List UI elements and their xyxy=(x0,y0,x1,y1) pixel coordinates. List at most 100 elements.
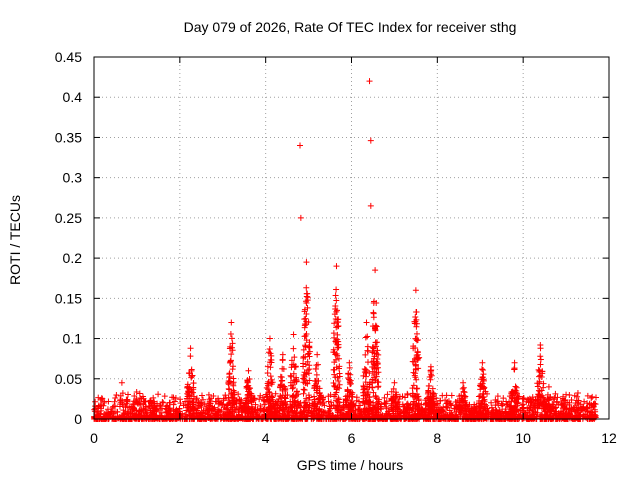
data-point xyxy=(267,364,274,371)
data-point xyxy=(433,406,440,413)
data-point xyxy=(335,378,342,385)
data-point xyxy=(104,412,111,419)
data-point xyxy=(504,411,511,418)
data-point xyxy=(301,387,308,394)
data-point xyxy=(228,319,235,326)
data-point xyxy=(303,284,310,291)
data-point xyxy=(314,351,321,358)
data-point xyxy=(358,409,365,416)
data-point xyxy=(412,366,419,373)
data-point xyxy=(264,407,271,414)
data-point xyxy=(436,408,443,415)
data-point xyxy=(98,407,105,414)
data-point xyxy=(475,409,482,416)
data-point xyxy=(574,389,581,396)
data-point xyxy=(547,394,554,401)
data-point xyxy=(592,401,599,408)
data-point xyxy=(226,399,233,406)
data-point xyxy=(372,362,379,369)
data-point xyxy=(115,415,122,422)
data-point xyxy=(412,345,419,352)
data-point xyxy=(268,357,275,364)
data-point xyxy=(306,344,313,351)
data-point xyxy=(300,360,307,367)
data-point xyxy=(513,398,520,405)
data-point xyxy=(531,414,538,421)
data-point xyxy=(332,315,339,322)
data-point xyxy=(304,380,311,387)
data-point xyxy=(336,365,343,372)
data-point xyxy=(279,392,286,399)
data-point xyxy=(430,398,437,405)
data-point xyxy=(414,393,421,400)
data-point xyxy=(343,402,350,409)
data-point xyxy=(445,398,452,405)
data-point xyxy=(573,397,580,404)
data-point xyxy=(228,415,235,422)
data-point xyxy=(537,341,544,348)
data-point xyxy=(508,398,515,405)
data-point xyxy=(291,394,298,401)
data-point xyxy=(412,287,419,294)
data-point xyxy=(473,410,480,417)
data-point xyxy=(578,404,585,411)
x-tick-label: 8 xyxy=(433,430,441,446)
data-point xyxy=(305,409,312,416)
data-point xyxy=(153,407,160,414)
data-point xyxy=(190,389,197,396)
data-point xyxy=(537,356,544,363)
data-point xyxy=(257,392,264,399)
data-point xyxy=(271,402,278,409)
data-point xyxy=(510,406,517,413)
data-point xyxy=(159,399,166,406)
data-point xyxy=(247,390,254,397)
data-point xyxy=(537,353,544,360)
data-point xyxy=(361,369,368,376)
data-points xyxy=(91,78,599,422)
data-point xyxy=(514,392,521,399)
data-point xyxy=(333,386,340,393)
data-point xyxy=(238,397,245,404)
data-point xyxy=(218,401,225,408)
data-point xyxy=(303,310,310,317)
data-point xyxy=(332,292,339,299)
data-point xyxy=(494,393,501,400)
data-point xyxy=(479,359,486,366)
data-point xyxy=(305,319,312,326)
data-point xyxy=(413,336,420,343)
data-point xyxy=(247,397,254,404)
data-point xyxy=(141,398,148,405)
data-point xyxy=(427,403,434,410)
data-point xyxy=(226,359,233,366)
data-point xyxy=(264,363,271,370)
data-point xyxy=(444,404,451,411)
data-point xyxy=(306,362,313,369)
data-point xyxy=(186,398,193,405)
data-point xyxy=(315,398,322,405)
data-point xyxy=(266,397,273,404)
data-point xyxy=(173,407,180,414)
data-point xyxy=(218,406,225,413)
data-point xyxy=(315,377,322,384)
data-point xyxy=(279,356,286,363)
data-point xyxy=(409,385,416,392)
data-point xyxy=(448,402,455,409)
data-point xyxy=(186,370,193,377)
data-point xyxy=(479,394,486,401)
data-point xyxy=(488,399,495,406)
data-point xyxy=(303,380,310,387)
data-point xyxy=(277,382,284,389)
data-point xyxy=(416,405,423,412)
data-point xyxy=(252,401,259,408)
data-point xyxy=(526,405,533,412)
data-point xyxy=(492,397,499,404)
data-point xyxy=(122,403,129,410)
data-point xyxy=(536,401,543,408)
data-point xyxy=(346,359,353,366)
data-point xyxy=(519,402,526,409)
data-point xyxy=(228,404,235,411)
data-point xyxy=(215,395,222,402)
data-point xyxy=(279,351,286,358)
data-point xyxy=(225,401,232,408)
data-point xyxy=(288,373,295,380)
